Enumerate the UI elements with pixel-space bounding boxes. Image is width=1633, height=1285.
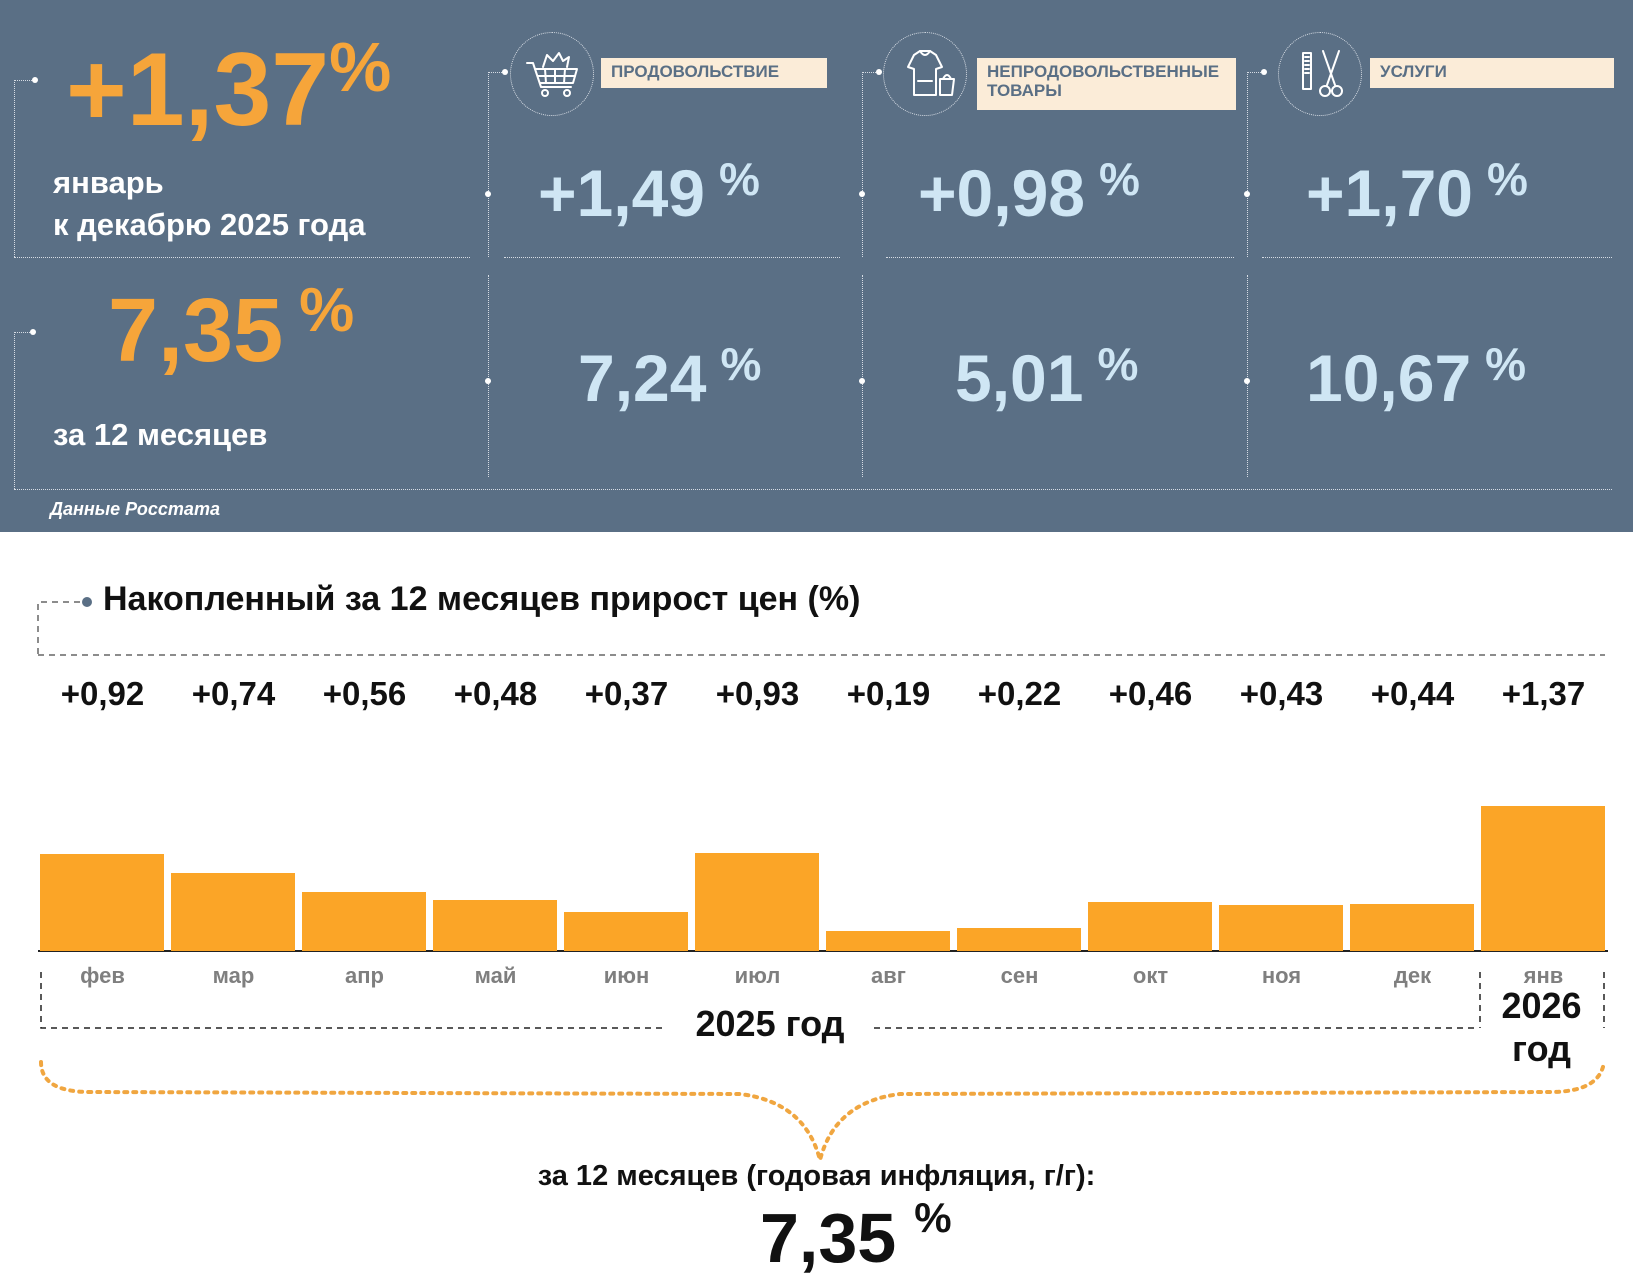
scissors-comb-icon	[1278, 32, 1362, 116]
annual-inflation-value: 7,35%	[108, 276, 355, 381]
bar-авг	[826, 930, 950, 951]
column-divider	[488, 72, 489, 257]
connector-line	[14, 332, 34, 333]
divider	[886, 257, 1234, 258]
year-label-2026: 2026 год	[1501, 985, 1582, 1070]
connector-dot	[502, 69, 508, 75]
column-divider	[862, 275, 863, 477]
connector-dot	[1244, 191, 1250, 197]
chart-title: Накопленный за 12 месяцев прирост цен (%…	[103, 580, 861, 618]
connector-dot	[1261, 69, 1267, 75]
column-divider	[1247, 275, 1248, 477]
annual-inflation-total: 7,35%	[760, 1194, 952, 1277]
connector-dot	[876, 69, 882, 75]
bar-окт	[1088, 902, 1212, 951]
month-label: ноя	[1261, 963, 1302, 988]
month-label: мар	[212, 963, 255, 988]
value-label: +0,74	[191, 675, 276, 712]
connector-dot	[1244, 378, 1250, 384]
food-monthly-value: +1,49%	[538, 153, 760, 230]
connector-line	[862, 72, 880, 73]
value-label: +0,56	[322, 675, 407, 712]
connector-line	[14, 80, 15, 257]
bar-июл	[695, 852, 819, 951]
source-note: Данные Росстата	[50, 499, 220, 519]
column-divider	[488, 275, 489, 477]
connector-dot	[859, 378, 865, 384]
connector-line	[1247, 72, 1265, 73]
annual-inflation-caption: за 12 месяцев (годовая инфляция, г/г):	[537, 1160, 1096, 1192]
value-label: +0,37	[584, 675, 669, 712]
category-label-nonfood: НЕПРОДОВОЛЬСТВЕННЫЕ ТОВАРЫ	[977, 58, 1236, 110]
bar-мар	[171, 872, 295, 951]
month-label: сен	[1000, 963, 1039, 988]
monthly-inflation-value: +1,37%	[66, 28, 392, 148]
bar-фев	[40, 853, 164, 951]
bar-янв	[1481, 806, 1605, 951]
nonfood-annual-value: 5,01%	[955, 338, 1139, 415]
value-label: +0,46	[1108, 675, 1193, 712]
bar-сен	[957, 927, 1081, 951]
column-divider	[1247, 72, 1248, 257]
month-label: июл	[734, 963, 781, 988]
connector-dot	[32, 77, 38, 83]
connector-line	[14, 80, 34, 81]
annual-caption: за 12 месяцев	[53, 417, 268, 452]
services-monthly-value: +1,70%	[1306, 153, 1528, 230]
bar-апр	[302, 891, 426, 951]
connector-dot	[485, 191, 491, 197]
connector-dot	[30, 329, 36, 335]
year-label-2025: 2025 год	[680, 1002, 860, 1046]
value-label: +0,19	[846, 675, 931, 712]
connector-line	[14, 332, 15, 489]
value-label: +0,92	[60, 675, 145, 712]
category-label-food: ПРОДОВОЛЬСТВИЕ	[601, 58, 827, 88]
month-label: фев	[80, 963, 125, 988]
category-label-services: УСЛУГИ	[1370, 58, 1614, 88]
value-label: +1,37	[1501, 675, 1586, 712]
month-label: окт	[1132, 963, 1169, 988]
bar-ноя	[1219, 905, 1343, 951]
divider	[504, 257, 840, 258]
bar-июн	[564, 911, 688, 951]
shopping-cart-icon	[510, 32, 594, 116]
value-label: +0,93	[715, 675, 800, 712]
value-label: +0,43	[1239, 675, 1324, 712]
value-label: +0,48	[453, 675, 538, 712]
column-divider	[862, 72, 863, 257]
nonfood-monthly-value: +0,98%	[918, 153, 1140, 230]
month-label: май	[474, 963, 517, 988]
month-label: дек	[1393, 963, 1432, 988]
connector-dot	[859, 191, 865, 197]
connector-line	[488, 72, 506, 73]
bar-май	[433, 900, 557, 951]
chart-decorations	[37, 597, 1608, 1168]
month-label: июн	[603, 963, 650, 988]
value-label: +0,44	[1370, 675, 1455, 712]
divider	[1262, 257, 1612, 258]
value-label: +0,22	[977, 675, 1062, 712]
month-label: янв	[1523, 963, 1564, 988]
divider	[14, 257, 470, 258]
month-label: авг	[871, 963, 906, 988]
bar-дек	[1350, 904, 1474, 951]
divider	[14, 489, 1612, 490]
monthly-caption: январь к декабрю 2025 года	[53, 165, 366, 242]
food-annual-value: 7,24%	[578, 338, 762, 415]
month-label: апр	[345, 963, 384, 988]
clothing-icon	[883, 32, 967, 116]
summary-panel: +1,37% январь к декабрю 2025 года 7,35% …	[0, 0, 1633, 532]
connector-dot	[485, 378, 491, 384]
services-annual-value: 10,67%	[1306, 338, 1527, 415]
